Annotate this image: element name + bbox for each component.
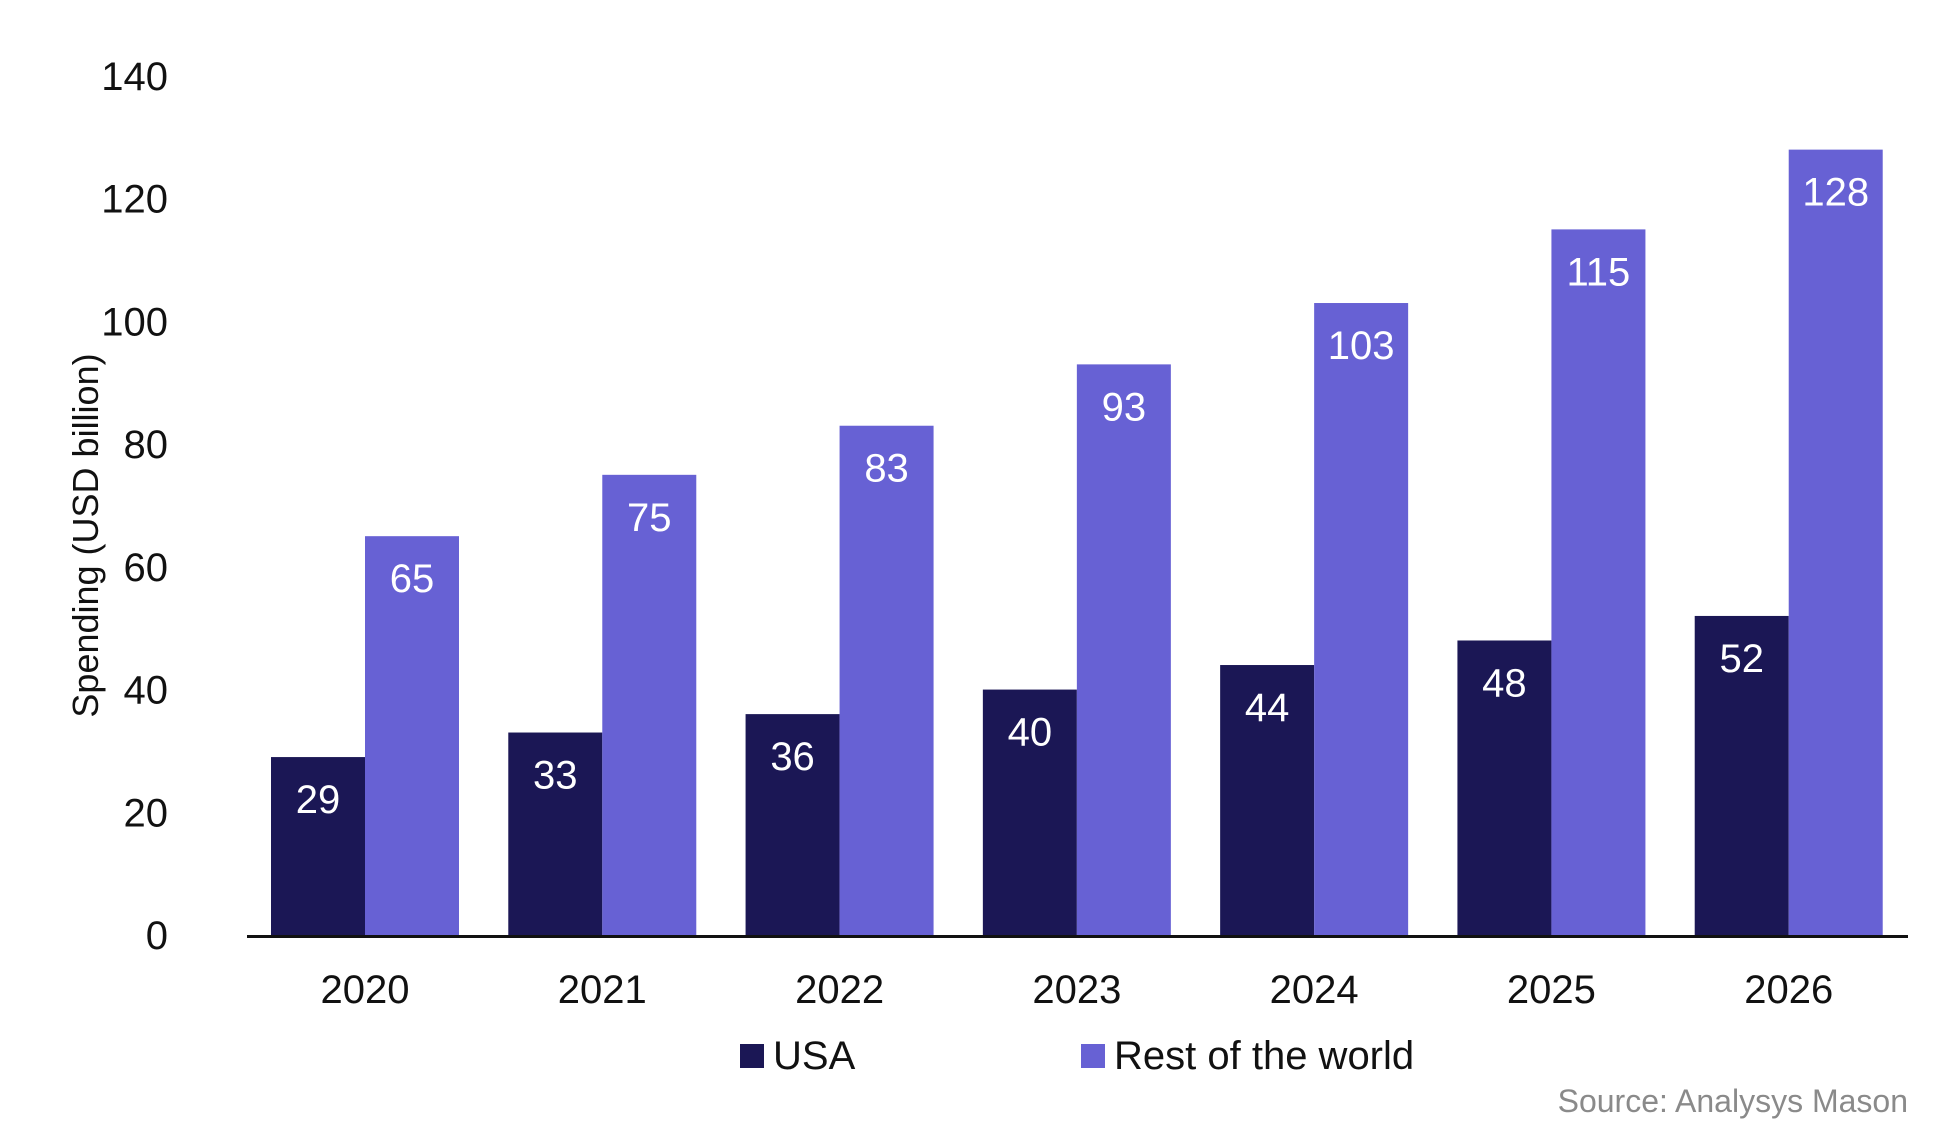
data-label-rest-of-world-2020: 65 — [390, 557, 435, 601]
x-tick-label: 2020 — [321, 968, 410, 1012]
bar-usa-2025 — [1457, 640, 1552, 935]
data-label-usa-2021: 33 — [533, 754, 578, 798]
data-label-rest-of-world-2026: 128 — [1802, 171, 1869, 215]
y-tick-label: 60 — [124, 546, 169, 590]
y-tick-label: 140 — [101, 55, 168, 99]
y-tick-label: 40 — [124, 669, 169, 713]
bar-usa-2026 — [1694, 615, 1789, 935]
data-label-rest-of-world-2024: 103 — [1328, 324, 1395, 368]
y-tick-label: 0 — [146, 914, 168, 958]
data-label-usa-2026: 52 — [1719, 637, 1764, 681]
bar-rest-of-world-2026 — [1788, 149, 1883, 936]
legend-swatch-usa — [740, 1044, 764, 1068]
bar-rest-of-world-2023 — [1076, 364, 1171, 936]
y-tick-label: 80 — [124, 423, 169, 467]
bar-rest-of-world-2024 — [1314, 303, 1409, 935]
x-tick-label: 2021 — [558, 968, 647, 1012]
bars — [271, 149, 1883, 936]
data-label-usa-2023: 40 — [1008, 711, 1053, 755]
x-tick-label: 2026 — [1744, 968, 1833, 1012]
source-note: Source: Analysys Mason — [1558, 1083, 1908, 1119]
bar-usa-2020 — [271, 757, 365, 935]
bar-data-labels: 29 65 33 75 36 83 40 93 44 103 48 115 52 128 — [296, 171, 1869, 822]
data-label-rest-of-world-2022: 83 — [864, 447, 909, 491]
legend-label-usa: USA — [773, 1034, 856, 1078]
y-axis-title: Spending (USD billion) — [65, 353, 106, 717]
bar-usa-2021 — [508, 732, 603, 935]
bar-rest-of-world-2022 — [839, 425, 934, 935]
x-tick-label: 2022 — [795, 968, 884, 1012]
x-axis-ticks: 2020 2021 2022 2023 2024 2025 2026 — [321, 968, 1834, 1012]
y-tick-label: 100 — [101, 300, 168, 344]
y-axis-ticks: 0 20 40 60 80 100 120 140 — [101, 55, 168, 958]
data-label-usa-2024: 44 — [1245, 686, 1290, 730]
x-tick-label: 2025 — [1507, 968, 1596, 1012]
data-label-usa-2022: 36 — [770, 735, 815, 779]
data-label-rest-of-world-2025: 115 — [1567, 250, 1631, 294]
x-tick-label: 2024 — [1270, 968, 1359, 1012]
data-label-rest-of-world-2021: 75 — [627, 496, 672, 540]
bar-rest-of-world-2021 — [602, 474, 697, 935]
bar-usa-2024 — [1220, 665, 1315, 935]
bar-usa-2022 — [745, 714, 840, 935]
legend-swatch-rest-of-world — [1081, 1044, 1105, 1068]
data-label-usa-2020: 29 — [296, 778, 341, 822]
x-tick-label: 2023 — [1032, 968, 1121, 1012]
bar-usa-2023 — [982, 689, 1077, 935]
y-tick-label: 120 — [101, 178, 168, 222]
legend-label-rest-of-world: Rest of the world — [1114, 1034, 1414, 1078]
y-tick-label: 20 — [124, 791, 169, 835]
bar-rest-of-world-2020 — [365, 536, 459, 935]
data-label-usa-2025: 48 — [1482, 661, 1527, 705]
legend: USA Rest of the world — [740, 1034, 1414, 1078]
bar-rest-of-world-2025 — [1551, 229, 1646, 936]
data-label-rest-of-world-2023: 93 — [1102, 385, 1147, 429]
